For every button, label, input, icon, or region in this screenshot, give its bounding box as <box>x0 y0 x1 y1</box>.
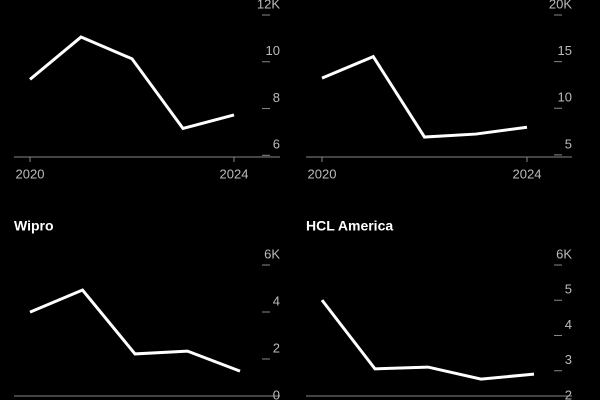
y-tick-label: 15 <box>558 43 572 58</box>
x-tick-label: 2024 <box>220 166 249 181</box>
y-tick-label: 2 <box>273 340 280 355</box>
line <box>320 299 535 381</box>
line <box>29 35 235 131</box>
y-tick-label: 12K <box>257 0 280 11</box>
y-tick-label: 10 <box>266 43 280 58</box>
y-tick-label: 10 <box>558 90 572 105</box>
y-tick-label: 4 <box>273 293 280 308</box>
y-tick-label: 2 <box>565 387 572 400</box>
x-tick-label: 2020 <box>308 166 337 181</box>
line <box>321 54 528 139</box>
panel-title: Wipro <box>14 218 54 234</box>
panel-title: HCL America <box>306 218 393 234</box>
x-tick-label: 2024 <box>513 166 542 181</box>
y-tick-label: 20K <box>549 0 572 11</box>
y-tick-label: 6 <box>273 137 280 152</box>
y-tick-label: 6K <box>264 246 280 261</box>
y-tick-label: 5 <box>565 282 572 297</box>
y-tick-label: 4 <box>565 317 572 332</box>
y-tick-label: 8 <box>273 90 280 105</box>
y-tick-label: 5 <box>565 136 572 151</box>
y-tick-label: 3 <box>565 352 572 367</box>
y-tick-label: 0 <box>273 387 280 400</box>
x-tick-label: 2020 <box>16 166 45 181</box>
y-tick-label: 6K <box>556 246 572 261</box>
line <box>29 288 241 373</box>
